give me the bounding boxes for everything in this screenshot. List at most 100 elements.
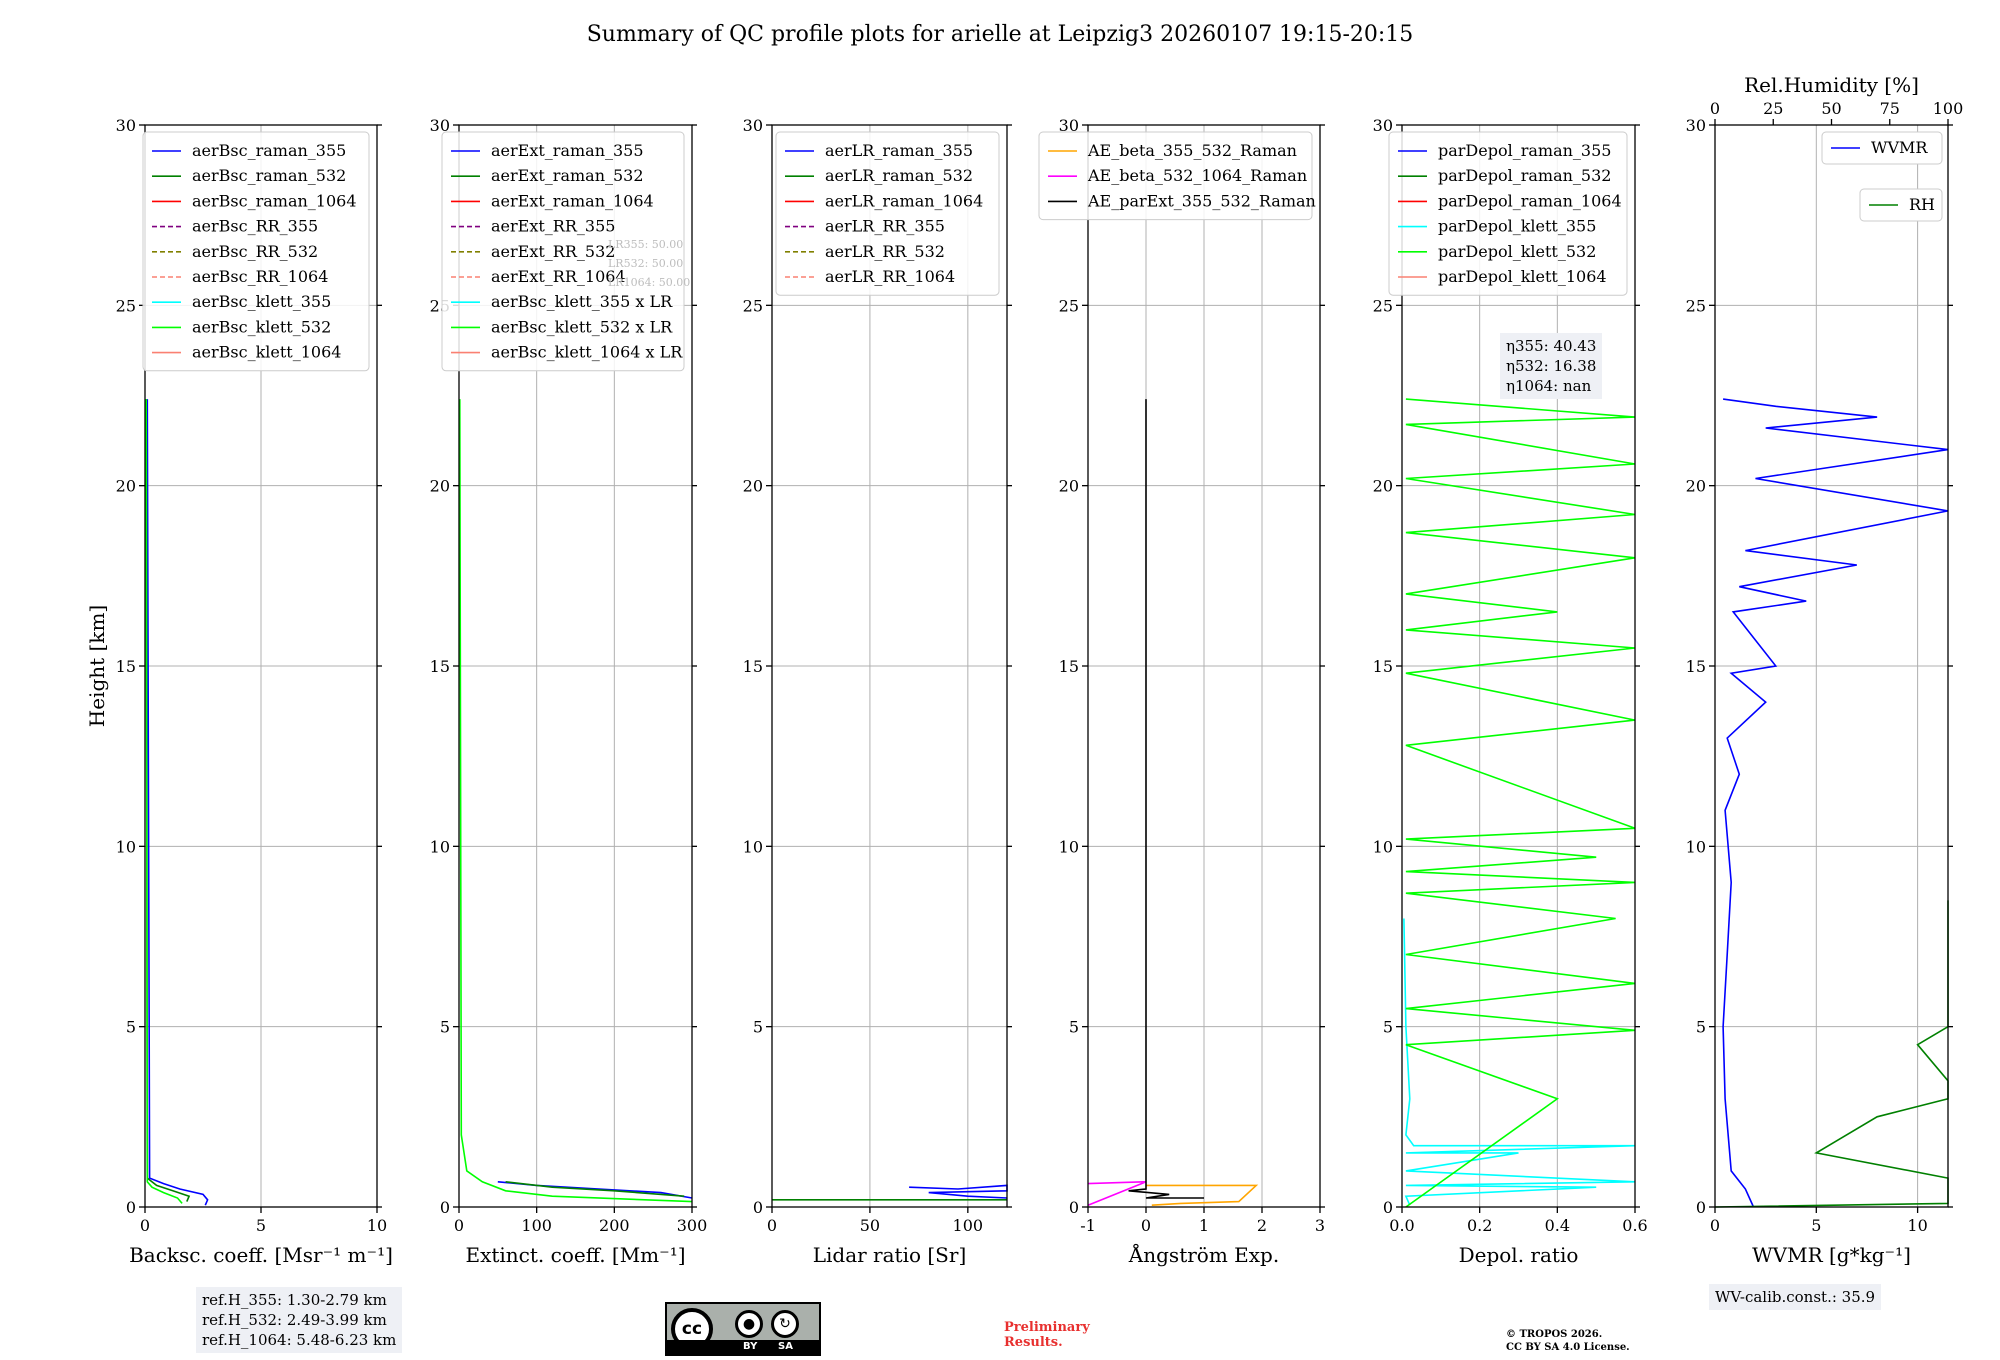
x-axis-label: Depol. ratio xyxy=(1459,1243,1579,1267)
legend-label: aerBsc_RR_1064 xyxy=(192,267,328,286)
y-tick-label: 15 xyxy=(430,657,450,676)
legend-label: AE_beta_532_1064_Raman xyxy=(1087,166,1307,185)
legend-label: aerBsc_klett_355 xyxy=(192,292,331,311)
y-tick-label: 30 xyxy=(1059,116,1079,135)
legend-label: aerLR_RR_532 xyxy=(825,242,945,261)
y-tick-label: 20 xyxy=(1059,477,1079,496)
y-tick-label: 5 xyxy=(1696,1018,1706,1037)
lr-1064: LR1064: 50.00 xyxy=(608,276,691,289)
legend-label: aerLR_raman_355 xyxy=(825,141,973,160)
x2-tick-label: 100 xyxy=(1933,99,1964,118)
y-tick-label: 10 xyxy=(1059,837,1079,856)
y-tick-label: 10 xyxy=(116,837,136,856)
eta-355: η355: 40.43 xyxy=(1506,337,1597,355)
legend-label: aerBsc_raman_1064 xyxy=(192,191,357,210)
x-tick-label: 50 xyxy=(860,1216,880,1235)
legend-label: parDepol_raman_1064 xyxy=(1438,191,1622,210)
copyright-line-2: CC BY SA 4.0 License. xyxy=(1506,1342,1630,1353)
legend-label: aerBsc_klett_532 x LR xyxy=(491,317,673,336)
legend-label: aerBsc_klett_355 x LR xyxy=(491,292,673,311)
y-tick-label: 0 xyxy=(1696,1198,1706,1217)
legend-label: RH xyxy=(1909,195,1935,214)
y-tick-label: 5 xyxy=(1383,1018,1393,1037)
x-tick-label: 200 xyxy=(599,1216,630,1235)
y-tick-label: 0 xyxy=(440,1198,450,1217)
y-tick-label: 25 xyxy=(743,296,763,315)
x-tick-label: 0.4 xyxy=(1545,1216,1570,1235)
refh-355: ref.H_355: 1.30-2.79 km xyxy=(202,1291,387,1309)
legend-label: aerExt_raman_532 xyxy=(491,166,644,185)
preliminary-line-1: Preliminary xyxy=(1004,1320,1090,1335)
legend-label: aerExt_RR_1064 xyxy=(491,267,626,286)
reference-height-box: ref.H_355: 1.30-2.79 km ref.H_532: 2.49-… xyxy=(196,1287,403,1353)
legend-label: parDepol_raman_355 xyxy=(1438,141,1611,160)
y-tick-label: 15 xyxy=(1059,657,1079,676)
y-tick-label: 5 xyxy=(126,1018,136,1037)
y-tick-label: 0 xyxy=(1069,1198,1079,1217)
legend-label: aerLR_raman_1064 xyxy=(825,191,983,210)
figure-title: Summary of QC profile plots for arielle … xyxy=(586,22,1414,47)
series-line-aerBsc_klett_532 xyxy=(145,399,183,1204)
y-tick-label: 0 xyxy=(126,1198,136,1217)
y-tick-label: 10 xyxy=(1686,837,1706,856)
eta-1064: η1064: nan xyxy=(1506,377,1592,395)
x-axis-label: Lidar ratio [Sr] xyxy=(813,1243,967,1267)
legend-label: parDepol_klett_1064 xyxy=(1438,267,1607,286)
legend-label: WVMR xyxy=(1871,138,1928,157)
x2-tick-label: 25 xyxy=(1763,99,1783,118)
legend-label: parDepol_klett_355 xyxy=(1438,217,1596,236)
legend-label: aerBsc_klett_532 xyxy=(192,317,331,336)
x-axis-label: Extinct. coeff. [Mm⁻¹] xyxy=(465,1243,685,1267)
legend-label: parDepol_klett_532 xyxy=(1438,242,1596,261)
y-tick-label: 15 xyxy=(1686,657,1706,676)
y-tick-label: 0 xyxy=(753,1198,763,1217)
x-tick-label: 0 xyxy=(1141,1216,1151,1235)
x-tick-label: 0 xyxy=(140,1216,150,1235)
x-tick-label: 2 xyxy=(1257,1216,1267,1235)
legend-box xyxy=(1388,131,1628,296)
copyright-note: © TROPOS 2026. CC BY SA 4.0 License. xyxy=(1506,1328,1630,1354)
legend-label: aerExt_RR_532 xyxy=(491,242,615,261)
legend-label: aerLR_RR_1064 xyxy=(825,267,955,286)
x-tick-label: 300 xyxy=(677,1216,708,1235)
y-tick-label: 20 xyxy=(743,477,763,496)
legend-box xyxy=(1859,188,1943,222)
series-line-parDepol_klett_532 xyxy=(1405,398,1636,1208)
legend-label: aerBsc_klett_1064 x LR xyxy=(491,343,683,362)
series-line-aerExt_raman_532 xyxy=(505,1181,685,1197)
series-line-aerBsc_klett_532 x LR xyxy=(458,399,693,1203)
lr-532: LR532: 50.00 xyxy=(608,257,684,270)
cc-badge-bar xyxy=(667,1340,819,1354)
cc-by-label: BY xyxy=(743,1341,758,1352)
x-tick-label: 5 xyxy=(1811,1216,1821,1235)
legend-box xyxy=(1038,131,1313,221)
x-tick-label: 100 xyxy=(521,1216,552,1235)
legend-box xyxy=(142,131,370,372)
legend-label: aerExt_raman_355 xyxy=(491,141,644,160)
y-tick-label: 25 xyxy=(1686,296,1706,315)
y-tick-label: 20 xyxy=(430,477,450,496)
x-tick-label: 10 xyxy=(367,1216,387,1235)
y-tick-label: 20 xyxy=(1686,477,1706,496)
y-tick-label: 20 xyxy=(1373,477,1393,496)
eta-532: η532: 16.38 xyxy=(1506,357,1597,375)
y-tick-label: 25 xyxy=(1373,296,1393,315)
legend-label: aerBsc_RR_355 xyxy=(192,217,318,236)
y-tick-label: 30 xyxy=(743,116,763,135)
cc-license-badge: cc ● ↻ BY SA xyxy=(665,1302,821,1356)
lidar-ratio-faint-box: LR355: 50.00 LR532: 50.00 LR1064: 50.00 xyxy=(608,235,690,292)
series-line-parDepol_klett_355 xyxy=(1403,918,1636,1206)
x-tick-label: 5 xyxy=(256,1216,266,1235)
x-tick-label: 0.6 xyxy=(1622,1216,1647,1235)
panel-1: 0 5 10 0 5 10 15 20 25 30 Backsc. coeff. [Msr⁻¹ m⁻… xyxy=(85,116,393,1267)
series-line-aerBsc_raman_532 xyxy=(145,399,191,1202)
y-tick-label: 30 xyxy=(1373,116,1393,135)
series-line-AE_beta_355_532_Raman xyxy=(1146,1184,1259,1206)
y-tick-label: 15 xyxy=(743,657,763,676)
refh-532: ref.H_532: 2.49-3.99 km xyxy=(202,1311,387,1329)
y-tick-label: 15 xyxy=(116,657,136,676)
x-axis-label: Backsc. coeff. [Msr⁻¹ m⁻¹] xyxy=(129,1243,393,1267)
cc-sa-label: SA xyxy=(778,1341,793,1352)
